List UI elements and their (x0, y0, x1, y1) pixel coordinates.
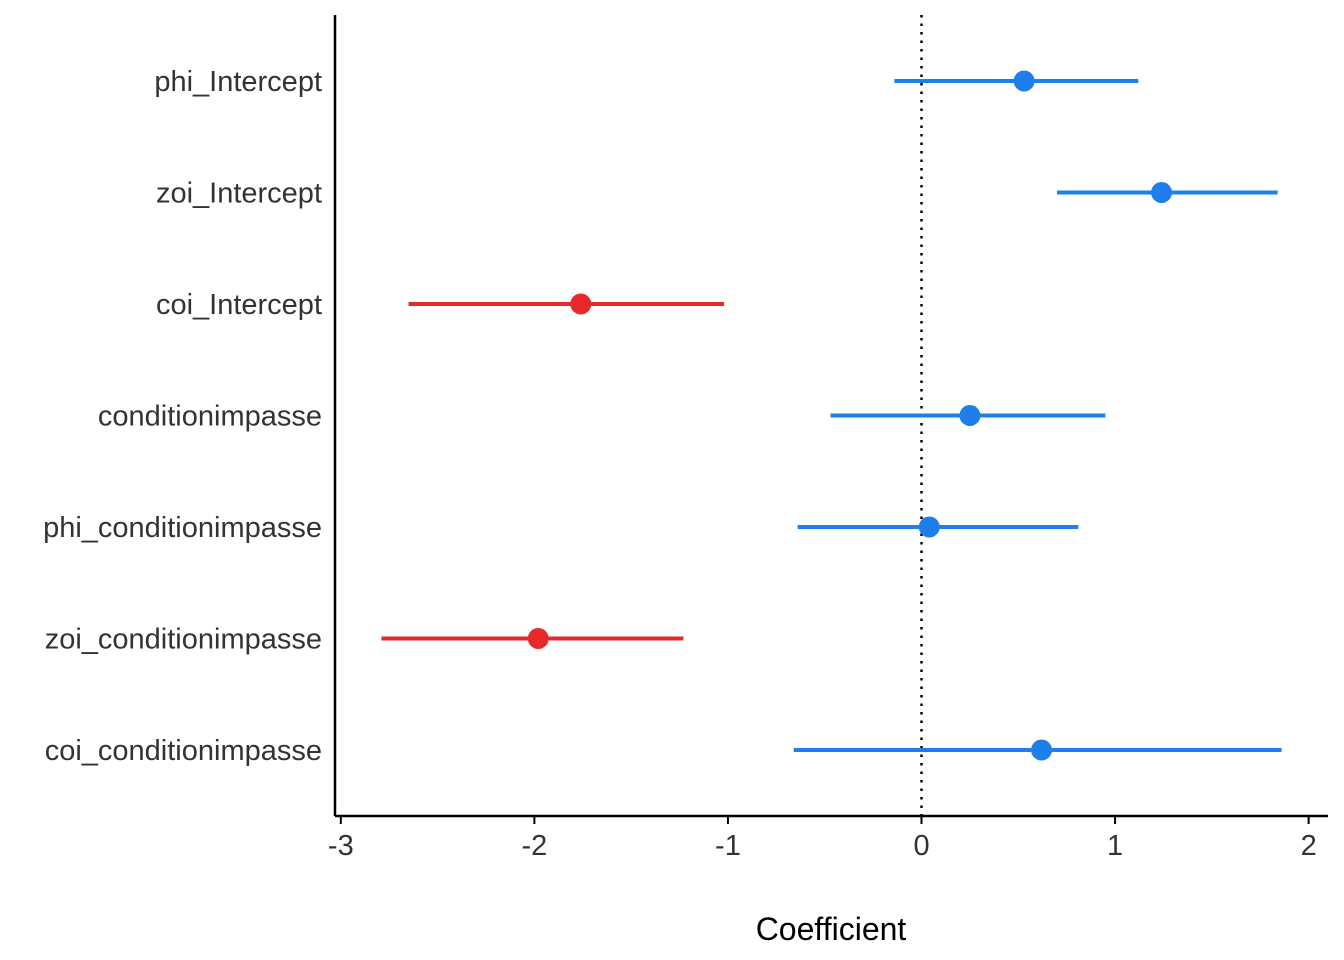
estimate-point (1031, 739, 1053, 761)
estimate-point (1151, 182, 1173, 203)
x-tick-label: -3 (328, 830, 354, 862)
y-tick-label: phi_conditionimpasse (43, 512, 322, 544)
y-tick-label: conditionimpasse (98, 401, 322, 433)
estimate-point (1013, 70, 1035, 92)
y-tick-label: coi_Intercept (156, 289, 322, 321)
x-tick-label: -2 (521, 830, 547, 862)
y-tick-label: phi_Intercept (154, 66, 322, 98)
x-tick-label: 1 (1107, 830, 1123, 862)
estimate-point (527, 628, 549, 649)
x-tick-label: 0 (913, 830, 929, 862)
y-tick-label: zoi_Intercept (156, 178, 322, 210)
y-axis-labels: phi_Intercept zoi_Intercept coi_Interceptc… (43, 66, 322, 767)
x-axis-ticks: -3 -2 -1 0 1 2 (328, 816, 1317, 862)
x-axis-title: Coefficient (756, 911, 907, 947)
plot-area (381, 15, 1282, 816)
x-tick-label: 2 (1301, 830, 1317, 862)
y-tick-label: zoi_conditionimpasse (45, 624, 322, 656)
x-tick-label: -1 (715, 830, 741, 862)
estimate-point (918, 516, 940, 538)
estimate-point (959, 405, 981, 426)
estimate-point (570, 293, 592, 315)
y-tick-label: coi_conditionimpasse (45, 735, 322, 767)
